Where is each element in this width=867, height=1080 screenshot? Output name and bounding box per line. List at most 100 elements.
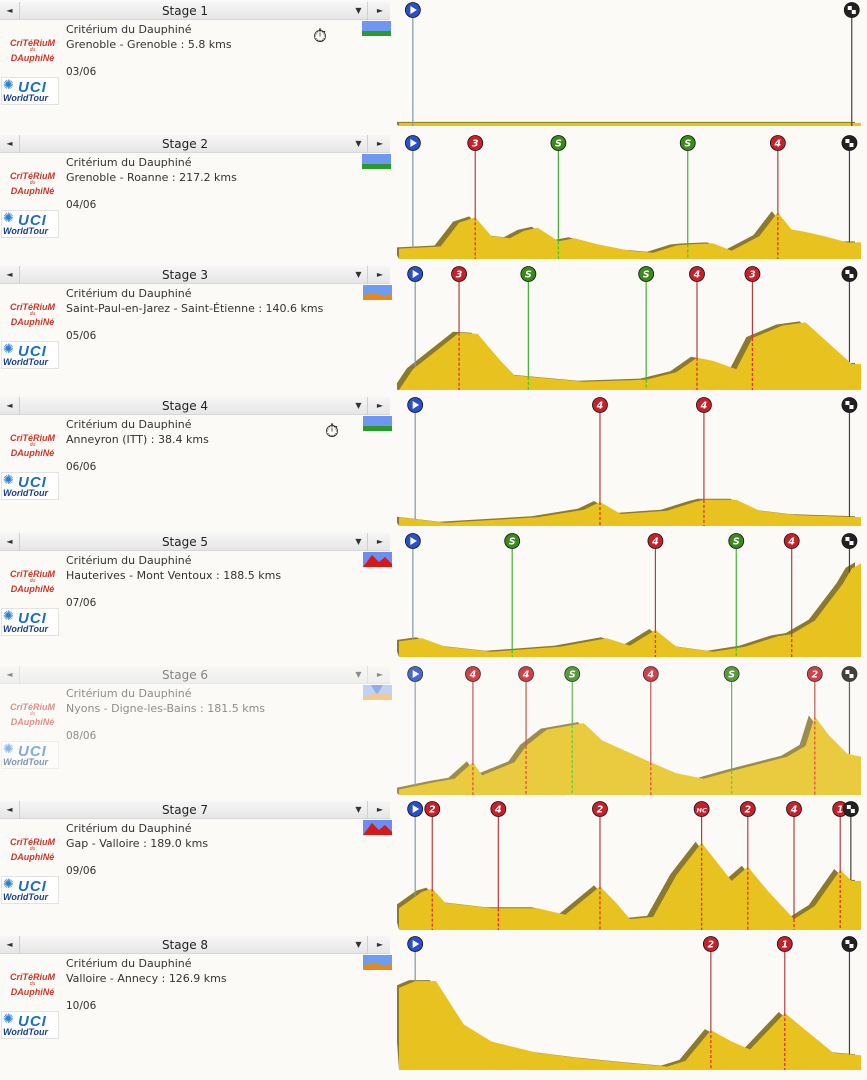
- next-stage-button[interactable]: ►: [370, 397, 390, 415]
- stage-details: Critérium du Dauphiné Hauterives - Mont …: [66, 553, 281, 611]
- stage-dropdown-button[interactable]: ▼: [350, 135, 368, 153]
- stage-details: Critérium du Dauphiné Saint-Paul-en-Jare…: [66, 286, 323, 344]
- stage-title[interactable]: Stage 6: [161, 668, 209, 682]
- race-logo-du: du: [29, 981, 36, 987]
- uci-star-icon: ✺: [3, 473, 14, 488]
- stage-date: 08/06: [66, 730, 97, 742]
- stage-info-panel: ◄ Stage 8 ▼ ► CriTéRiuM du DAuphiNé ✺ UC…: [0, 934, 395, 1074]
- stage-title[interactable]: Stage 2: [161, 137, 209, 151]
- stage-profile-chart: 3 S S 4: [397, 133, 867, 263]
- uci-star-icon: ✺: [3, 609, 14, 624]
- uci-star-icon: ✺: [3, 742, 14, 757]
- race-name: Critérium du Dauphiné: [66, 418, 192, 431]
- stage-route: Gap - Valloire : 189.0 kms: [66, 837, 209, 850]
- stage-title[interactable]: Stage 1: [161, 4, 209, 18]
- race-name: Critérium du Dauphiné: [66, 287, 192, 300]
- svg-text:1: 1: [837, 805, 844, 816]
- stage-title[interactable]: Stage 8: [161, 938, 209, 952]
- uci-worldtour-logo: ✺ UCI WorldTour: [1, 341, 59, 369]
- chevron-down-icon: ▼: [355, 670, 362, 679]
- next-stage-button[interactable]: ►: [370, 533, 390, 551]
- uci-worldtour-logo: ✺ UCI WorldTour: [1, 741, 59, 769]
- mountain-icon: [363, 552, 392, 567]
- arrow-left-icon: ◄: [6, 6, 13, 15]
- stage-panel-4: ◄ Stage 4 ▼ ► CriTéRiuM du DAuphiNé ✺ UC…: [0, 395, 867, 530]
- next-stage-button[interactable]: ►: [370, 666, 390, 684]
- race-logo: CriTéRiuM du DAuphiNé: [5, 302, 60, 330]
- svg-text:S: S: [509, 537, 516, 548]
- svg-text:2: 2: [708, 940, 715, 951]
- arrow-right-icon: ►: [376, 6, 384, 15]
- flat-icon: [362, 21, 391, 36]
- previous-stage-button[interactable]: ◄: [0, 666, 20, 684]
- race-name: Critérium du Dauphiné: [66, 23, 192, 36]
- stage-title[interactable]: Stage 4: [161, 399, 209, 413]
- stage-dropdown-button[interactable]: ▼: [350, 936, 368, 954]
- stage-route: Saint-Paul-en-Jarez - Saint-Étienne : 14…: [66, 302, 324, 315]
- svg-text:S: S: [643, 270, 650, 281]
- uci-worldtour-logo: ✺ UCI WorldTour: [1, 77, 59, 105]
- stage-panel-1: ◄ Stage 1 ▼ ► CriTéRiuM du DAuphiNé ✺ UC…: [0, 0, 867, 130]
- hilly-icon: [363, 285, 392, 300]
- previous-stage-button[interactable]: ◄: [0, 533, 20, 551]
- stage-date: 05/06: [66, 330, 97, 342]
- previous-stage-button[interactable]: ◄: [0, 801, 20, 819]
- stage-profile-chart: 3 S S 4 3: [397, 264, 867, 394]
- uci-letters: UCI: [18, 743, 47, 760]
- stage-dropdown-button[interactable]: ▼: [350, 397, 368, 415]
- race-logo-line2: DAuphiNé: [10, 448, 55, 458]
- stage-title[interactable]: Stage 3: [161, 268, 209, 282]
- svg-text:4: 4: [693, 270, 701, 281]
- svg-text:S: S: [525, 270, 532, 281]
- race-logo-line2: DAuphiNé: [10, 53, 55, 63]
- hilly-icon: [363, 955, 392, 970]
- svg-text:1: 1: [781, 940, 788, 951]
- stage-date: 07/06: [66, 597, 97, 609]
- next-stage-button[interactable]: ►: [370, 135, 390, 153]
- uci-subtitle: WorldTour: [3, 226, 48, 236]
- stage-dropdown-button[interactable]: ▼: [350, 533, 368, 551]
- race-logo-line1: CriTéRiuM: [10, 302, 55, 312]
- race-logo: CriTéRiuM du DAuphiNé: [5, 569, 60, 597]
- previous-stage-button[interactable]: ◄: [0, 135, 20, 153]
- race-logo: CriTéRiuM du DAuphiNé: [5, 702, 60, 730]
- chevron-down-icon: ▼: [355, 537, 362, 546]
- stage-panel-8: ◄ Stage 8 ▼ ► CriTéRiuM du DAuphiNé ✺ UC…: [0, 934, 867, 1074]
- svg-text:3: 3: [749, 270, 756, 281]
- chevron-down-icon: ▼: [355, 805, 362, 814]
- svg-text:4: 4: [522, 670, 530, 681]
- chevron-down-icon: ▼: [355, 139, 362, 148]
- stage-title[interactable]: Stage 7: [161, 803, 209, 817]
- uci-letters: UCI: [18, 212, 47, 229]
- stage-panel-5: ◄ Stage 5 ▼ ► CriTéRiuM du DAuphiNé ✺ UC…: [0, 531, 867, 661]
- previous-stage-button[interactable]: ◄: [0, 397, 20, 415]
- stage-selector-bar: ◄ Stage 4 ▼ ►: [0, 397, 390, 415]
- previous-stage-button[interactable]: ◄: [0, 936, 20, 954]
- uci-letters: UCI: [18, 610, 47, 627]
- stage-dropdown-button[interactable]: ▼: [350, 2, 368, 20]
- flat-icon: [362, 154, 391, 169]
- next-stage-button[interactable]: ►: [370, 936, 390, 954]
- arrow-left-icon: ◄: [6, 537, 13, 546]
- stage-details: Critérium du Dauphiné Gap - Valloire : 1…: [66, 821, 208, 879]
- uci-subtitle: WorldTour: [3, 93, 48, 103]
- stage-dropdown-button[interactable]: ▼: [350, 266, 368, 284]
- stage-panel-2: ◄ Stage 2 ▼ ► CriTéRiuM du DAuphiNé ✺ UC…: [0, 133, 867, 263]
- uci-subtitle: WorldTour: [3, 357, 48, 367]
- next-stage-button[interactable]: ►: [370, 266, 390, 284]
- race-logo-du: du: [29, 442, 36, 448]
- previous-stage-button[interactable]: ◄: [0, 2, 20, 20]
- stage-info-panel: ◄ Stage 5 ▼ ► CriTéRiuM du DAuphiNé ✺ UC…: [0, 531, 395, 661]
- stage-selector-bar: ◄ Stage 1 ▼ ►: [0, 2, 390, 20]
- race-logo-line2: DAuphiNé: [10, 186, 55, 196]
- next-stage-button[interactable]: ►: [370, 2, 390, 20]
- next-stage-button[interactable]: ►: [370, 801, 390, 819]
- race-logo-line1: CriTéRiuM: [10, 702, 55, 712]
- stage-dropdown-button[interactable]: ▼: [350, 801, 368, 819]
- stage-dropdown-button[interactable]: ▼: [350, 666, 368, 684]
- svg-text:HC: HC: [697, 807, 707, 815]
- stage-title[interactable]: Stage 5: [161, 535, 209, 549]
- stage-route: Valloire - Annecy : 126.9 kms: [66, 972, 227, 985]
- previous-stage-button[interactable]: ◄: [0, 266, 20, 284]
- uci-star-icon: ✺: [3, 342, 14, 357]
